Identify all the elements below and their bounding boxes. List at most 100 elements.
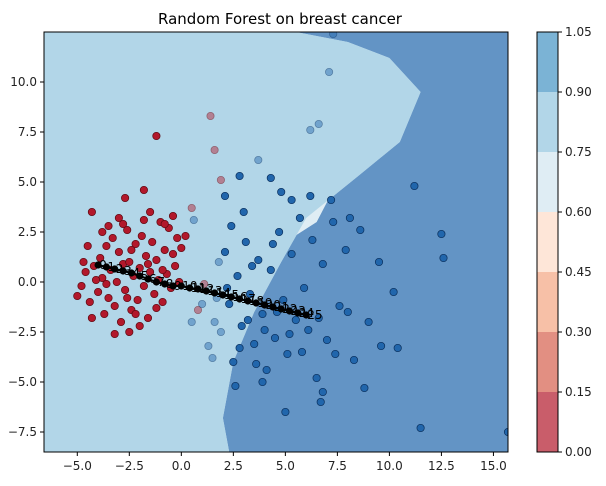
path-point-5	[136, 272, 144, 280]
point-class0-28	[143, 313, 153, 323]
point-class0-44	[177, 243, 186, 253]
y-tick-label-1: −5.0	[8, 375, 37, 389]
path-label-18: 18	[249, 294, 264, 308]
point-class1-33	[364, 317, 373, 327]
point-class0-67	[87, 207, 96, 217]
path-label-20: 20	[266, 298, 281, 312]
point-class0-24	[135, 263, 144, 273]
path-point-8	[161, 280, 169, 288]
point-class1-44	[281, 407, 290, 417]
point-class1-54	[360, 383, 369, 393]
path-point-1	[102, 263, 110, 271]
path-point-16	[227, 293, 235, 301]
point-class1-3	[220, 247, 230, 257]
point-class1-38	[437, 229, 446, 239]
point-class0-36	[160, 245, 169, 255]
point-class1-61	[285, 329, 294, 339]
point-class1-2	[216, 327, 225, 337]
point-class1-48	[227, 221, 236, 231]
point-class0-12	[110, 301, 119, 311]
colorbar-tick-label-4: 0.60	[565, 205, 592, 219]
point-class1-35	[389, 287, 398, 297]
path-label-11: 11	[191, 281, 206, 295]
colorbar-tick-label-6: 0.90	[565, 85, 592, 99]
y-tick-label-5: 5.0	[18, 175, 37, 189]
point-class1-22	[300, 283, 309, 293]
point-class0-70	[152, 131, 161, 141]
point-class1-0	[208, 353, 217, 363]
point-class1-26	[318, 259, 327, 269]
path-label-13: 13	[207, 284, 222, 298]
path-point-3	[119, 267, 127, 275]
colorbar-band-3	[537, 212, 558, 272]
point-class0-71	[187, 203, 196, 213]
x-tick-label-0: −5.0	[63, 459, 92, 473]
path-label-2: 2	[116, 262, 124, 276]
point-class1-10	[250, 339, 259, 349]
point-class1-34	[374, 257, 384, 267]
point-class0-58	[160, 219, 169, 229]
point-class1-75	[189, 215, 198, 225]
point-class1-18	[283, 349, 292, 359]
point-class0-76	[206, 111, 215, 121]
colorbar-tick-label-1: 0.15	[565, 385, 592, 399]
point-class0-60	[73, 291, 82, 301]
path-label-23: 23	[291, 304, 306, 318]
point-class0-65	[143, 259, 153, 269]
colorbar-band-1	[537, 332, 558, 392]
contour-band-5	[44, 32, 421, 452]
point-class1-17	[279, 295, 288, 305]
point-class1-43	[287, 195, 296, 205]
point-class0-27	[141, 251, 151, 261]
point-class0-42	[173, 233, 182, 243]
point-class0-32	[152, 255, 161, 265]
path-label-0: 0	[99, 258, 107, 272]
path-label-12: 12	[199, 282, 214, 296]
point-class1-46	[235, 343, 244, 353]
point-class1-58	[243, 315, 252, 325]
point-class0-0	[77, 281, 86, 291]
point-class0-14	[114, 247, 123, 257]
point-class0-57	[152, 303, 161, 313]
point-class0-22	[131, 239, 140, 249]
y-tick-label-6: 7.5	[18, 125, 37, 139]
point-class0-55	[131, 309, 140, 319]
y-tick-label-2: −2.5	[8, 325, 37, 339]
path-overlay: 0 1 2 3 4 5 6 7 8 9 101112131415161718192021222324…	[94, 258, 322, 322]
path-point-4	[127, 269, 135, 277]
point-class1-21	[295, 213, 304, 223]
y-tick-label-0: −7.5	[8, 425, 37, 439]
path-label-21: 21	[274, 300, 289, 314]
point-class0-4	[94, 287, 103, 297]
point-class1-9	[245, 289, 255, 299]
point-class0-29	[146, 267, 155, 277]
point-class1-37	[410, 181, 419, 191]
path-label-17: 17	[241, 292, 256, 306]
path-label-14: 14	[216, 286, 231, 300]
point-class1-52	[327, 195, 336, 205]
point-class0-47	[125, 327, 134, 337]
point-class0-72	[181, 231, 190, 241]
y-tick-label-7: 10.0	[10, 75, 37, 89]
point-class1-42	[266, 173, 275, 183]
point-class0-40	[168, 249, 178, 259]
point-class1-47	[252, 359, 261, 369]
point-class1-78	[254, 155, 263, 165]
point-class1-19	[287, 249, 296, 259]
point-class0-66	[158, 265, 167, 275]
point-class1-82	[329, 32, 338, 39]
point-class1-53	[345, 213, 354, 223]
path-point-14	[211, 289, 219, 297]
point-class0-63	[123, 293, 132, 303]
point-class1-57	[223, 283, 232, 293]
y-tick-label-3: 0.0	[18, 275, 37, 289]
data-points	[73, 32, 508, 437]
point-class1-80	[314, 119, 323, 129]
point-class0-41	[171, 261, 180, 271]
point-class1-23	[304, 325, 313, 335]
colorbar-band-5	[537, 92, 558, 152]
point-class1-39	[439, 253, 448, 263]
point-class1-6	[233, 271, 242, 281]
colorbar-band-6	[537, 32, 558, 92]
